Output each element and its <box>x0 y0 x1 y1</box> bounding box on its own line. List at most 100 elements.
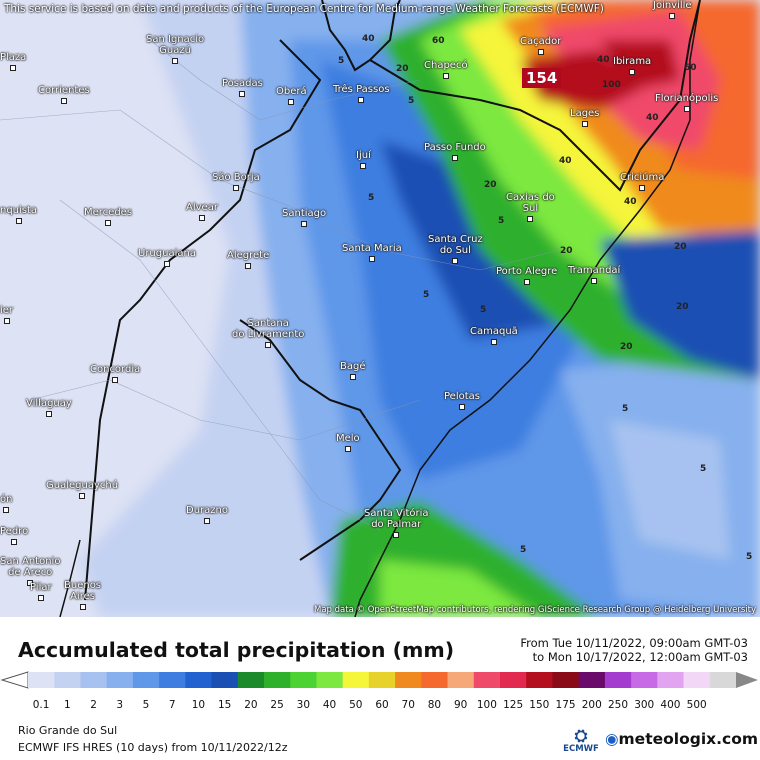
contour-value: 20 <box>396 64 409 74</box>
contour-value: 40 <box>646 113 659 123</box>
contour-value: 5 <box>480 305 487 315</box>
precipitation-map[interactable]: This service is based on data and produc… <box>0 0 760 617</box>
city-label: Uruguaiana <box>138 248 196 267</box>
scale-tick-label: 100 <box>477 699 497 710</box>
contour-value: 100 <box>602 80 621 90</box>
city-marker <box>442 73 449 79</box>
city-marker <box>112 377 119 383</box>
scale-swatch <box>657 672 685 688</box>
scale-swatch <box>211 672 239 688</box>
scale-tick-label: 200 <box>582 699 602 710</box>
scale-swatch <box>106 672 134 688</box>
scale-tick-label: 50 <box>349 699 362 710</box>
meteologix-icon: ◉ <box>605 730 619 748</box>
city-label: Posadas <box>222 78 263 97</box>
city-label: Alvear <box>186 202 218 221</box>
scale-tick-label: 0.1 <box>33 699 50 710</box>
city-marker <box>60 98 67 104</box>
city-marker <box>10 65 17 71</box>
city-label: Passo Fundo <box>424 142 486 161</box>
city-marker <box>527 216 534 222</box>
scale-swatch <box>264 672 291 688</box>
city-label: Florianópolis <box>655 93 718 112</box>
city-label: Plaza <box>0 52 26 71</box>
city-marker <box>683 106 690 112</box>
brand-name: meteologix.com <box>618 730 759 748</box>
city-label: São Borja <box>212 172 260 191</box>
scale-tick-label: 125 <box>503 699 523 710</box>
city-label: nquista <box>0 205 37 224</box>
meteologix-brand[interactable]: ◉meteologix.com <box>605 730 758 748</box>
city-label: Melo <box>336 433 360 452</box>
city-label: Santa Cruz do Sul <box>428 234 483 264</box>
city-label: Ibirama <box>613 56 651 75</box>
city-marker <box>79 604 86 610</box>
scale-swatch <box>683 672 711 688</box>
city-label: Três Passos <box>333 84 390 103</box>
city-label: Corrientes <box>38 85 90 104</box>
scale-tick-label: 500 <box>687 699 707 710</box>
contour-value: 40 <box>559 156 572 166</box>
disclaimer-text: This service is based on data and produc… <box>4 3 604 15</box>
scale-tick-label: 250 <box>608 699 628 710</box>
scale-swatch <box>237 672 265 688</box>
scale-swatch <box>342 672 370 688</box>
region-name: Rio Grande do Sul <box>18 724 118 737</box>
city-label: ón <box>0 494 12 513</box>
city-marker <box>639 185 646 191</box>
contour-value: 5 <box>423 290 430 300</box>
scale-swatch <box>604 672 632 688</box>
city-label: Porto Alegre <box>496 266 557 285</box>
city-label: Oberá <box>276 86 307 105</box>
forecast-period: From Tue 10/11/2022, 09:00am GMT-03 to M… <box>520 636 748 664</box>
scale-tick-label: 400 <box>660 699 680 710</box>
scale-tick-label: 70 <box>402 699 415 710</box>
city-marker <box>629 69 636 75</box>
scale-tick-label: 20 <box>244 699 257 710</box>
city-label: Mercedes <box>84 207 132 226</box>
city-marker <box>239 91 246 97</box>
scale-tick-label: 40 <box>323 699 336 710</box>
city-marker <box>301 221 308 227</box>
city-label: Joinville <box>653 0 692 19</box>
city-marker <box>163 261 170 267</box>
scale-swatch <box>709 672 737 688</box>
city-marker <box>15 218 22 224</box>
city-marker <box>344 446 351 452</box>
scale-tick-label: 25 <box>270 699 283 710</box>
scale-tick-label: 90 <box>454 699 467 710</box>
scale-swatch <box>132 672 160 688</box>
scale-swatch <box>368 672 396 688</box>
scale-tick-label: 175 <box>556 699 576 710</box>
scale-swatch <box>159 672 186 688</box>
city-label: Concordia <box>90 364 140 383</box>
city-marker <box>11 539 18 545</box>
scale-swatch <box>578 672 606 688</box>
city-label: Buenos Aires <box>64 580 101 610</box>
scale-tick-label: 2 <box>90 699 97 710</box>
scale-swatch <box>631 672 658 688</box>
city-marker <box>368 256 375 262</box>
scale-tick-label: 15 <box>218 699 231 710</box>
city-marker <box>105 220 112 226</box>
scale-tick-label: 10 <box>192 699 205 710</box>
scale-arrow-right <box>736 672 758 688</box>
contour-value: 20 <box>676 302 689 312</box>
separator <box>0 617 760 620</box>
contour-value: 20 <box>674 242 687 252</box>
ecmwf-icon: ⛭ <box>574 726 588 745</box>
city-label: Villaguay <box>26 398 72 417</box>
city-marker <box>360 163 367 169</box>
ecmwf-logo: ⛭ ECMWF <box>561 726 601 755</box>
city-label: Gualeguaychú <box>46 480 118 499</box>
scale-swatch <box>185 672 213 688</box>
color-scale: 0.1 1 2 3 5 7 10 15 20 25 30 40 50 60 70 80 90 100 125 150 1… <box>0 671 758 710</box>
city-label: Pilar <box>30 582 52 601</box>
city-marker <box>27 580 34 586</box>
scale-swatch <box>473 672 501 688</box>
city-marker <box>458 404 465 410</box>
city-marker <box>523 279 530 285</box>
city-marker <box>172 58 179 64</box>
city-label: Lages <box>570 108 599 127</box>
scale-tick-label: 7 <box>169 699 176 710</box>
